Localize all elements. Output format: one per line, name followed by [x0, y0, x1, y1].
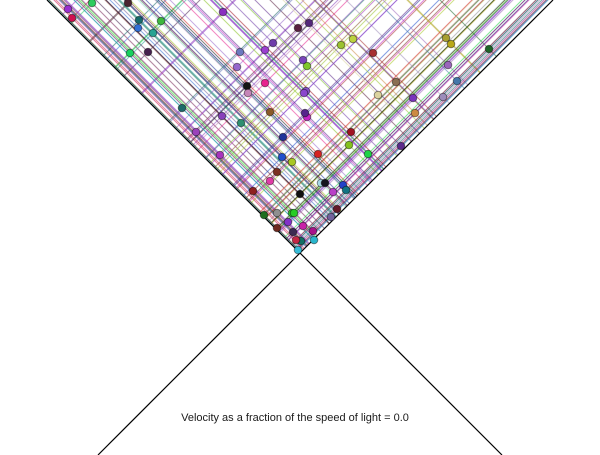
event-dot — [278, 132, 288, 142]
event-dot — [391, 77, 401, 87]
event-dot — [215, 150, 225, 160]
event-dot — [232, 62, 242, 72]
event-dot — [67, 13, 77, 23]
event-dot — [260, 45, 270, 55]
event-dot — [277, 152, 287, 162]
event-dot — [309, 235, 319, 245]
event-dot — [291, 235, 301, 245]
event-dot — [348, 34, 358, 44]
event-dot — [260, 78, 270, 88]
event-dot — [293, 245, 303, 255]
event-dot — [265, 107, 275, 117]
event-dot — [217, 111, 227, 121]
event-dot-group — [63, 0, 494, 255]
event-dot — [396, 141, 406, 151]
event-dot — [143, 47, 153, 57]
event-dot — [320, 178, 330, 188]
event-dot — [346, 127, 356, 137]
event-dot — [236, 118, 246, 128]
event-dot — [313, 149, 323, 159]
event-dot — [484, 44, 494, 54]
event-dot — [446, 39, 456, 49]
event-dot — [326, 212, 336, 222]
event-dot — [373, 90, 383, 100]
event-dot — [125, 48, 135, 58]
event-dot — [408, 93, 418, 103]
event-dot — [259, 210, 269, 220]
event-dot — [452, 76, 462, 86]
event-dot — [243, 88, 253, 98]
event-dot — [191, 127, 201, 137]
event-dot — [133, 23, 143, 33]
event-dot — [443, 60, 453, 70]
event-dot — [268, 38, 278, 48]
event-dot — [341, 185, 351, 195]
event-dot — [123, 0, 133, 8]
event-dot — [302, 61, 312, 71]
event-dot — [328, 187, 338, 197]
event-dot — [410, 108, 420, 118]
event-dot — [242, 81, 252, 91]
event-dot — [368, 48, 378, 58]
event-dot — [289, 208, 299, 218]
event-dot — [235, 47, 245, 57]
event-dot — [363, 149, 373, 159]
event-dot — [287, 157, 297, 167]
light-cone-line-right — [97, 0, 554, 455]
event-dot — [288, 227, 298, 237]
event-dot — [177, 103, 187, 113]
event-dot — [265, 176, 275, 186]
event-dot — [438, 92, 448, 102]
event-dot — [441, 33, 451, 43]
velocity-caption: Velocity as a fraction of the speed of l… — [181, 412, 409, 424]
event-dot — [272, 167, 282, 177]
event-dot — [308, 226, 318, 236]
event-dot — [295, 189, 305, 199]
event-dot — [293, 23, 303, 33]
event-dot — [300, 108, 310, 118]
event-dot — [272, 208, 282, 218]
event-dot — [87, 0, 97, 8]
event-dot — [248, 186, 258, 196]
event-dot — [298, 221, 308, 231]
event-dot — [148, 28, 158, 38]
event-dot — [336, 40, 346, 50]
event-dot — [134, 15, 144, 25]
event-dot — [299, 88, 309, 98]
event-dot — [332, 204, 342, 214]
event-dot — [218, 7, 228, 17]
event-dot — [63, 4, 73, 14]
event-dot — [283, 217, 293, 227]
event-dot — [304, 18, 314, 28]
event-dot — [344, 140, 354, 150]
event-dot — [272, 223, 282, 233]
event-dot — [298, 55, 308, 65]
event-dot — [156, 16, 166, 26]
